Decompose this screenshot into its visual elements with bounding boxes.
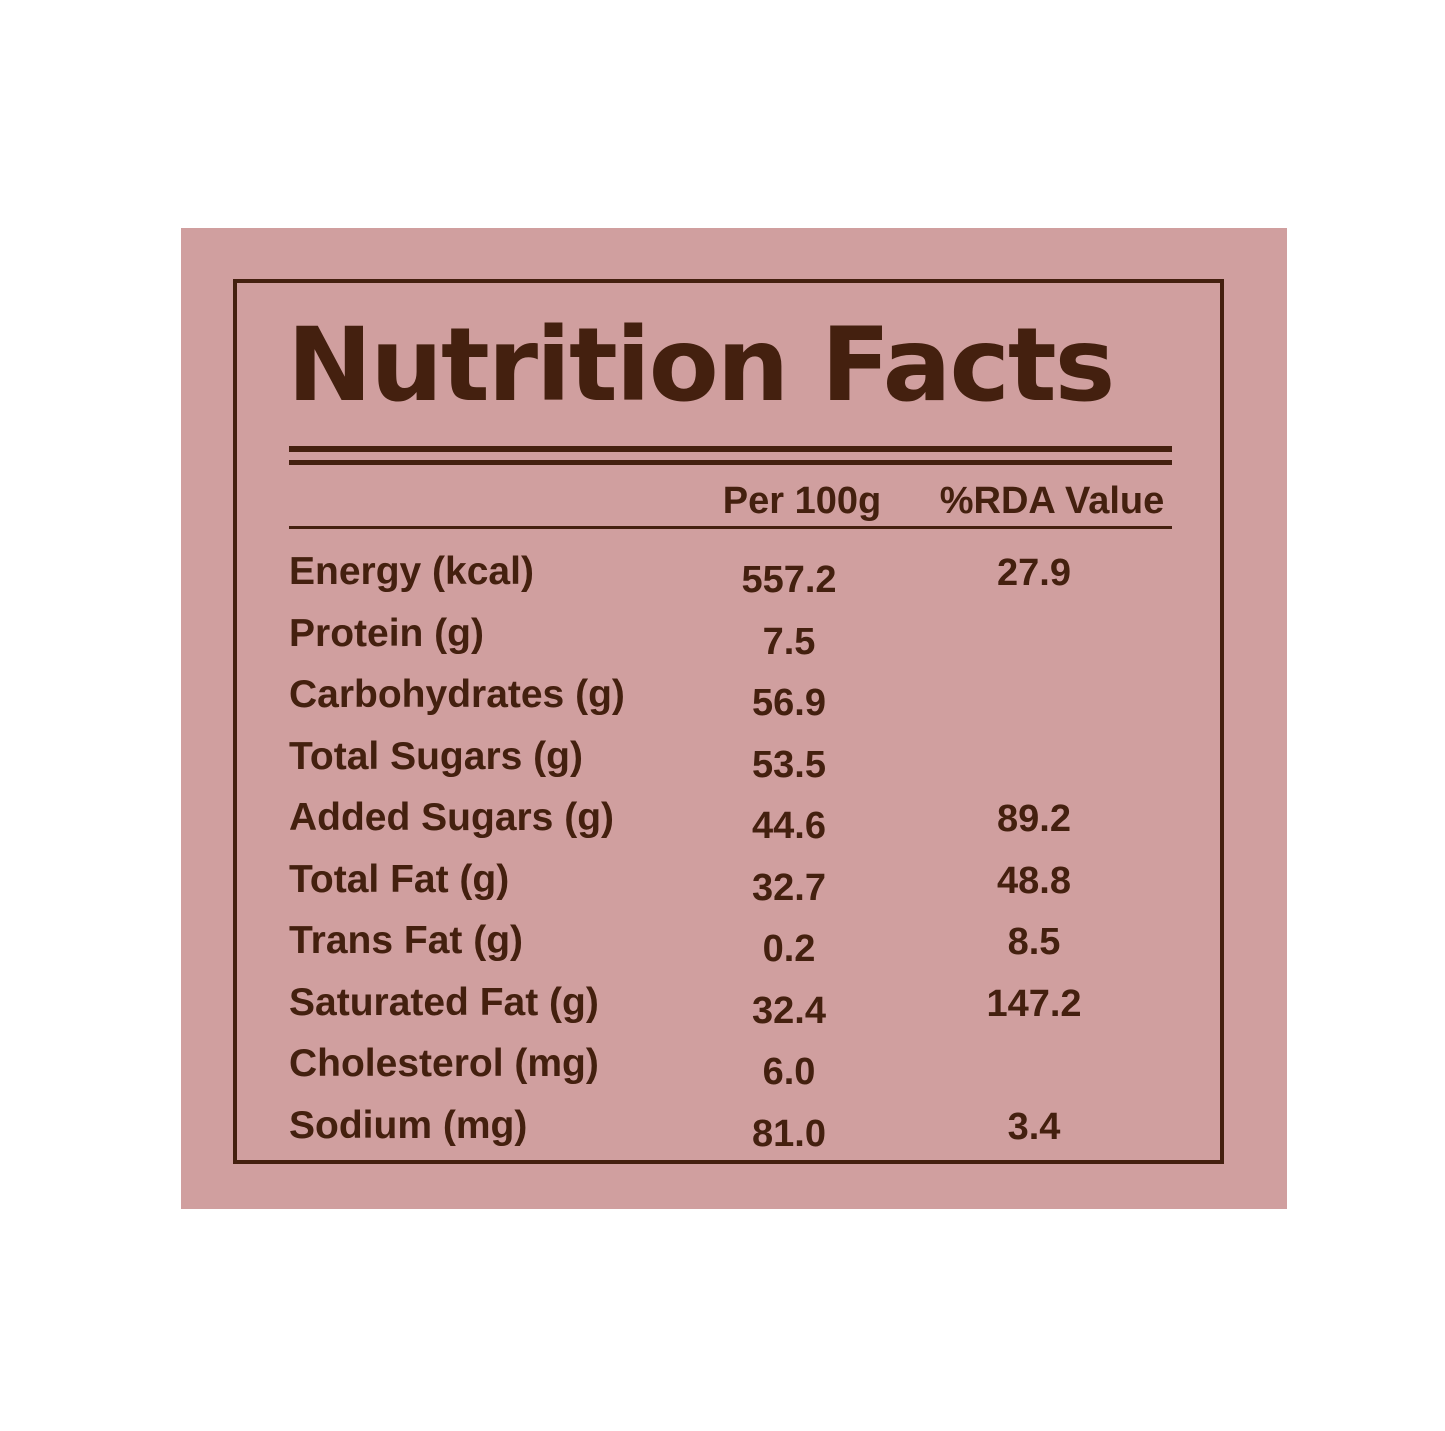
per-100g-value: 56.9 [752, 682, 826, 724]
rda-value: 147.2 [986, 982, 1082, 1025]
nutrient-name: Protein (g) [289, 611, 484, 655]
nutrient-row-protein: Protein (g) 7.5 [289, 609, 1179, 671]
column-header-per-100g: Per 100g [722, 480, 882, 522]
nutrient-name: Carbohydrates (g) [289, 673, 625, 716]
nutrition-label-panel: Nutrition Facts Per 100g %RDA Value Ener… [181, 228, 1287, 1209]
per-100g-value: 557.2 [741, 559, 837, 601]
nutrient-row-energy: Energy (kcal) 557.2 27.9 [289, 547, 1179, 609]
rda-value: 3.4 [1007, 1105, 1061, 1148]
nutrient-row-cholesterol: Cholesterol (mg) 6.0 [289, 1039, 1179, 1101]
nutrition-label-frame: Nutrition Facts Per 100g %RDA Value Ener… [233, 279, 1224, 1164]
column-header-rda: %RDA Value [939, 480, 1165, 522]
nutrient-row-trans-fat: Trans Fat (g) 0.2 8.5 [289, 916, 1179, 978]
rda-value: 8.5 [1007, 921, 1061, 963]
per-100g-value: 7.5 [762, 620, 816, 663]
nutrient-name: Cholesterol (mg) [289, 1042, 599, 1085]
nutrient-name: Energy (kcal) [289, 550, 534, 593]
nutrient-name: Sodium (mg) [289, 1103, 528, 1147]
nutrient-table: Energy (kcal) 557.2 27.9 Protein (g) 7.5… [289, 547, 1179, 1162]
nutrient-name: Total Fat (g) [289, 857, 510, 901]
rda-value: 48.8 [997, 859, 1071, 902]
rda-value: 89.2 [997, 798, 1071, 840]
per-100g-value: 0.2 [762, 928, 816, 970]
nutrient-row-sodium: Sodium (mg) 81.0 3.4 [289, 1101, 1179, 1163]
label-title: Nutrition Facts [287, 306, 1115, 425]
per-100g-value: 6.0 [762, 1051, 816, 1093]
nutrient-name: Added Sugars (g) [289, 796, 615, 839]
rda-value: 27.9 [997, 552, 1071, 594]
header-divider [289, 526, 1172, 529]
per-100g-value: 44.6 [752, 805, 826, 847]
nutrient-row-carbohydrates: Carbohydrates (g) 56.9 [289, 670, 1179, 732]
per-100g-value: 32.7 [752, 866, 826, 909]
nutrient-row-added-sugars: Added Sugars (g) 44.6 89.2 [289, 793, 1179, 855]
per-100g-value: 53.5 [752, 743, 826, 786]
title-divider-thin [289, 460, 1172, 465]
nutrient-row-total-sugars: Total Sugars (g) 53.5 [289, 732, 1179, 794]
nutrient-row-saturated-fat: Saturated Fat (g) 32.4 147.2 [289, 978, 1179, 1040]
title-divider-thick [289, 446, 1172, 452]
per-100g-value: 32.4 [752, 989, 826, 1032]
nutrient-name: Trans Fat (g) [289, 919, 524, 962]
nutrient-name: Total Sugars (g) [289, 734, 583, 778]
per-100g-value: 81.0 [752, 1112, 826, 1155]
nutrient-name: Saturated Fat (g) [289, 980, 599, 1024]
nutrient-row-total-fat: Total Fat (g) 32.7 48.8 [289, 855, 1179, 917]
